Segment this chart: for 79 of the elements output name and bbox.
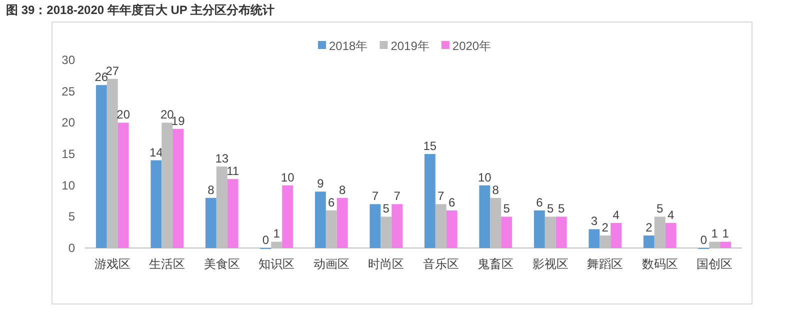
bar bbox=[720, 242, 732, 248]
bar bbox=[479, 185, 490, 248]
legend-label: 2019年 bbox=[390, 39, 430, 53]
x-tick-label: 游戏区 bbox=[94, 257, 130, 271]
data-label: 20 bbox=[160, 108, 174, 122]
x-tick-label: 舞蹈区 bbox=[587, 257, 624, 271]
data-label: 8 bbox=[338, 182, 346, 197]
data-label: 6 bbox=[328, 195, 336, 210]
bar bbox=[610, 222, 622, 248]
x-tick-label: 知识区 bbox=[258, 257, 295, 271]
x-tick-label: 动画区 bbox=[313, 257, 350, 271]
data-label: 7 bbox=[394, 189, 401, 204]
bar bbox=[150, 160, 162, 248]
data-label: 0 bbox=[262, 233, 270, 247]
bar bbox=[282, 185, 294, 248]
bar bbox=[665, 222, 676, 248]
x-tick-label: 美食区 bbox=[204, 257, 240, 271]
bar bbox=[96, 85, 107, 248]
bar bbox=[172, 128, 184, 248]
data-label: 10 bbox=[478, 170, 492, 184]
data-label: 10 bbox=[280, 170, 295, 184]
data-label: 4 bbox=[612, 208, 620, 222]
bar bbox=[556, 216, 567, 248]
x-tick-label: 生活区 bbox=[149, 257, 186, 271]
data-label: 5 bbox=[547, 202, 554, 216]
bar bbox=[424, 154, 436, 248]
bar bbox=[314, 192, 326, 248]
data-label: 26 bbox=[94, 70, 108, 84]
data-label: 1 bbox=[711, 226, 718, 241]
bar bbox=[205, 198, 216, 248]
bar bbox=[392, 204, 403, 248]
data-label: 0 bbox=[700, 233, 708, 247]
data-label: 7 bbox=[372, 189, 379, 204]
data-label: 2 bbox=[602, 220, 609, 234]
y-tick-label: 0 bbox=[68, 241, 76, 255]
bar bbox=[534, 210, 545, 248]
bar bbox=[227, 179, 238, 248]
data-label: 5 bbox=[656, 202, 664, 216]
x-tick-label: 国创区 bbox=[696, 257, 733, 271]
y-tick-label: 30 bbox=[62, 53, 76, 67]
x-tick-label: 时尚区 bbox=[368, 257, 404, 271]
data-label: 1 bbox=[722, 226, 730, 241]
data-label: 1 bbox=[273, 226, 280, 241]
data-label: 6 bbox=[536, 195, 544, 210]
data-label: 11 bbox=[226, 164, 240, 178]
data-label: 13 bbox=[215, 152, 229, 166]
bar bbox=[643, 235, 654, 248]
bar bbox=[118, 122, 129, 248]
y-tick-label: 20 bbox=[62, 116, 76, 130]
data-label: 5 bbox=[503, 202, 510, 216]
y-tick-label: 5 bbox=[68, 210, 76, 224]
bar bbox=[370, 204, 381, 248]
data-label: 7 bbox=[438, 189, 445, 204]
legend-label: 2018年 bbox=[329, 39, 368, 53]
x-tick-label: 影视区 bbox=[532, 257, 568, 271]
data-label: 3 bbox=[590, 214, 598, 228]
x-tick-label: 数码区 bbox=[642, 257, 678, 271]
y-tick-label: 25 bbox=[62, 84, 76, 98]
x-tick-label: 鬼畜区 bbox=[478, 257, 514, 271]
data-label: 5 bbox=[558, 202, 565, 216]
data-label: 14 bbox=[149, 145, 164, 160]
data-label: 6 bbox=[448, 195, 456, 210]
data-label: 15 bbox=[423, 139, 437, 153]
data-label: 9 bbox=[317, 176, 324, 191]
legend-label: 2020年 bbox=[452, 39, 492, 53]
data-label: 8 bbox=[492, 182, 500, 197]
y-tick-label: 10 bbox=[62, 178, 76, 192]
data-label: 8 bbox=[208, 182, 215, 197]
bar bbox=[588, 229, 600, 248]
bar bbox=[501, 216, 512, 248]
chart-title: 图 39：2018-2020 年年度百大 UP 主分区分布统计 bbox=[6, 3, 275, 17]
data-label: 5 bbox=[382, 202, 390, 216]
data-label: 4 bbox=[667, 208, 674, 222]
bar bbox=[446, 210, 458, 248]
data-label: 20 bbox=[116, 108, 130, 122]
y-tick-label: 15 bbox=[62, 147, 76, 161]
bar bbox=[336, 198, 348, 248]
data-label: 2 bbox=[646, 220, 653, 234]
x-tick-label: 音乐区 bbox=[422, 257, 459, 271]
